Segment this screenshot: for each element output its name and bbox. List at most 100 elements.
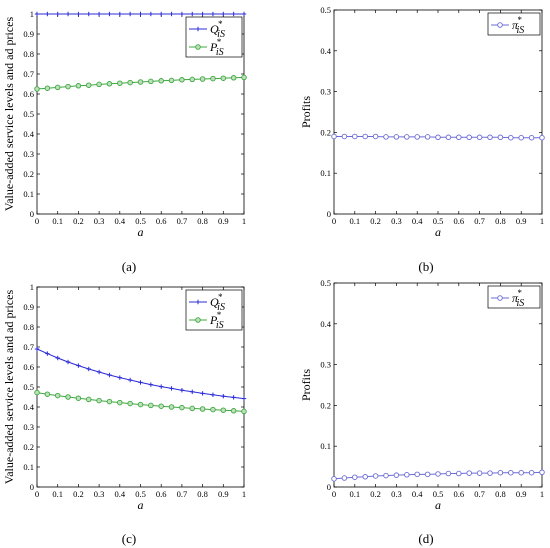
y-tick-label: 0.2: [320, 400, 331, 410]
x-tick-label: 0.9: [218, 216, 229, 226]
x-tick-label: 0.9: [516, 216, 527, 226]
data-point-P: [54, 84, 61, 91]
y-tick-label: 0.3: [23, 149, 34, 159]
legend-label: P* iS: [209, 310, 224, 331]
data-point-pi: [476, 470, 483, 476]
data-point-pi: [341, 133, 348, 140]
data-point-P: [230, 75, 237, 81]
caption-d: (d): [418, 531, 433, 546]
legend-label: Q* iS: [210, 292, 225, 313]
data-point-P: [168, 404, 175, 410]
data-point-Q: [169, 11, 174, 17]
data-point-P: [117, 399, 123, 406]
legend-symbol: Q: [210, 295, 219, 309]
plot-frame-b: [333, 9, 543, 215]
x-tick-label: 0: [35, 489, 39, 499]
y-tick-label: 0.1: [23, 189, 34, 199]
x-tick-label: 0.8: [197, 489, 208, 499]
x-tick-label: 1: [540, 216, 544, 226]
y-tick-label: 0.5: [23, 109, 34, 119]
x-tick-label: 0.3: [391, 489, 402, 499]
data-point-pi: [487, 470, 493, 476]
series-line-Q: [36, 348, 245, 400]
x-tick-label: 0.1: [349, 216, 360, 226]
data-point-Q: [148, 382, 154, 387]
data-point-pi: [424, 471, 431, 478]
legend-symbol: Q: [210, 22, 219, 36]
data-point-Q: [190, 11, 195, 17]
chart-b: 0 0.1 0.2 0.3 0.4 0.5 0.6 0.7 0.8 0.9 1 0 0.1 0.2 0.3 0…: [299, 5, 545, 239]
legend-d: π* iS: [487, 285, 541, 309]
x-tick-label: 1: [242, 216, 246, 226]
x-axis-label: a: [138, 498, 144, 512]
data-point-P: [158, 78, 164, 84]
legend-superscript: *: [218, 19, 223, 29]
data-point-P: [148, 78, 154, 85]
x-tick-label: 0.8: [495, 216, 506, 226]
chart-d: 0 0.1 0.2 0.3 0.4 0.5 0.6 0.7 0.8 0.9 1 0 0.1 0.2 0.3 0…: [299, 278, 545, 512]
data-point-pi: [497, 134, 504, 141]
legend-symbol: P: [209, 313, 218, 327]
x-tick-label: 1: [242, 489, 246, 499]
data-point-pi: [393, 134, 400, 140]
legend-a: Q* iSP * iS: [185, 16, 243, 58]
data-point-P: [106, 81, 113, 87]
x-tick-label: 0.5: [433, 216, 444, 226]
data-point-pi: [539, 134, 545, 141]
x-tick-label: 0.5: [135, 216, 146, 226]
data-point-Q: [86, 11, 91, 17]
data-point-pi: [414, 134, 420, 140]
data-point-Q: [159, 11, 164, 17]
data-point-P: [241, 74, 247, 81]
x-tick-label: 0.1: [52, 489, 63, 499]
x-tick-label: 0: [332, 489, 336, 499]
y-tick-label: 0.3: [320, 87, 331, 97]
legend-subscript: iS: [217, 302, 225, 313]
data-point-Q: [65, 11, 71, 17]
chart-c: 0 0.1 0.2 0.3 0.4 0.5 0.6 0.7 0.8 0.9 1 0 0.1 0.2 0.3 0…: [2, 282, 247, 512]
data-point-pi: [456, 470, 462, 477]
x-tick-label: 0.4: [412, 216, 423, 226]
y-tick-label: 0.1: [320, 168, 331, 178]
y-tick-label: 0: [30, 482, 34, 492]
data-point-pi: [362, 133, 368, 140]
data-point-Q: [241, 396, 247, 401]
x-tick-label: 0.7: [177, 216, 188, 226]
data-point-P: [44, 391, 51, 397]
data-point-Q: [96, 369, 102, 375]
y-tick-label: 0.4: [320, 46, 331, 56]
data-point-P: [210, 406, 216, 413]
data-point-pi: [331, 133, 337, 140]
caption-a: (a): [122, 259, 136, 274]
data-point-Q: [76, 11, 81, 17]
x-tick-label: 0.8: [495, 489, 506, 499]
x-axis-label: a: [435, 225, 441, 239]
legend-label: Q* iS: [210, 19, 225, 40]
data-point-pi: [424, 134, 431, 140]
x-tick-label: 0.6: [453, 216, 464, 226]
data-point-Q: [76, 363, 81, 368]
data-point-pi: [528, 469, 535, 476]
data-point-pi: [497, 469, 504, 476]
legend-box: [487, 285, 541, 309]
legend-subscript: iS: [517, 25, 525, 36]
data-point-pi: [404, 134, 410, 140]
data-point-P: [65, 83, 71, 90]
legend-subscript: iS: [216, 320, 224, 331]
data-point-pi: [372, 133, 379, 140]
data-point-P: [179, 404, 185, 411]
legend-superscript: *: [216, 310, 221, 320]
data-point-P: [189, 76, 195, 83]
legend-symbol: P: [209, 40, 218, 54]
data-point-P: [220, 75, 227, 81]
legend-marker: [195, 299, 201, 305]
data-point-P: [127, 79, 133, 86]
data-point-P: [96, 397, 102, 404]
legend-subscript: iS: [216, 47, 224, 58]
chart-a: 0 0.1 0.2 0.3 0.4 0.5 0.6 0.7 0.8 0.9 1 0 0.1 0.2 0.3 0…: [2, 9, 247, 239]
data-point-Q: [34, 11, 40, 17]
y-axis-label: Value-added service levels and ad prices: [2, 17, 16, 212]
data-point-pi: [508, 134, 514, 141]
data-point-P: [106, 398, 113, 405]
data-point-pi: [341, 475, 348, 481]
